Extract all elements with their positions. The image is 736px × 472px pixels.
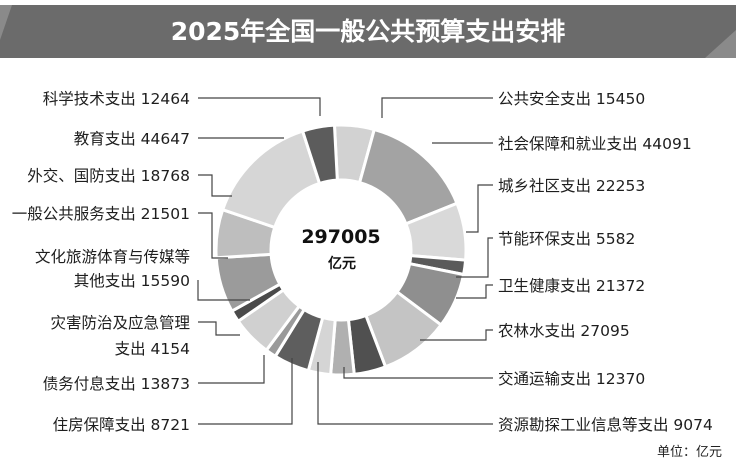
slice-label: 住房保障支出 8721 <box>53 416 190 434</box>
slice-label: 其他支出 15590 <box>74 272 190 290</box>
leader-lines <box>197 97 493 425</box>
slice-label: 节能环保支出 5582 <box>498 230 635 248</box>
leader-line <box>198 97 321 116</box>
title-banner <box>0 5 736 58</box>
slice-label: 农林水支出 27095 <box>498 322 630 340</box>
title-banner-corner-left <box>0 5 12 40</box>
leader-line <box>456 237 493 278</box>
leader-line <box>466 184 493 233</box>
title-banner-corner-right <box>705 30 736 58</box>
leader-line <box>198 212 228 259</box>
slice-label: 交通运输支出 12370 <box>498 370 645 388</box>
slice-label: 外交、国防支出 18768 <box>27 167 190 185</box>
slice-label: 债务付息支出 13873 <box>43 375 190 393</box>
leader-line <box>343 367 493 379</box>
slice-label: 一般公共服务支出 21501 <box>12 205 190 223</box>
slice-label: 社会保障和就业支出 44091 <box>498 135 692 153</box>
leader-line <box>317 362 493 425</box>
slice-label: 教育支出 44647 <box>74 130 190 148</box>
donut-hole <box>271 180 411 320</box>
slice-label: 公共安全支出 15450 <box>498 90 645 108</box>
leader-line <box>197 280 250 301</box>
center-total-value: 297005 <box>301 226 380 248</box>
leader-line <box>198 358 293 425</box>
unit-note: 单位：亿元 <box>657 445 722 460</box>
leader-line <box>381 97 493 118</box>
slice-label: 资源勘探工业信息等支出 9074 <box>498 416 713 434</box>
slice-label: 科学技术支出 12464 <box>43 90 190 108</box>
slice-label: 灾害防治及应急管理 <box>50 313 190 332</box>
center-total-unit: 亿元 <box>328 255 356 272</box>
leader-line <box>198 355 265 384</box>
leader-line <box>198 174 232 197</box>
slice-label: 卫生健康支出 21372 <box>498 277 645 295</box>
slice-label: 文化旅游体育与传媒等 <box>35 248 190 266</box>
slice-label: 支出 4154 <box>115 340 190 358</box>
slice-labels: 科学技术支出 12464 教育支出 44647 外交、国防支出 18768 一般公共服… <box>12 90 713 434</box>
leader-line <box>456 284 493 299</box>
chart-title: 2025年全国一般公共预算支出安排 <box>171 17 566 46</box>
leader-line <box>198 321 240 336</box>
slice-label: 城乡社区支出 22253 <box>498 177 645 195</box>
donut-slices <box>214 123 468 377</box>
leader-line <box>420 329 493 341</box>
